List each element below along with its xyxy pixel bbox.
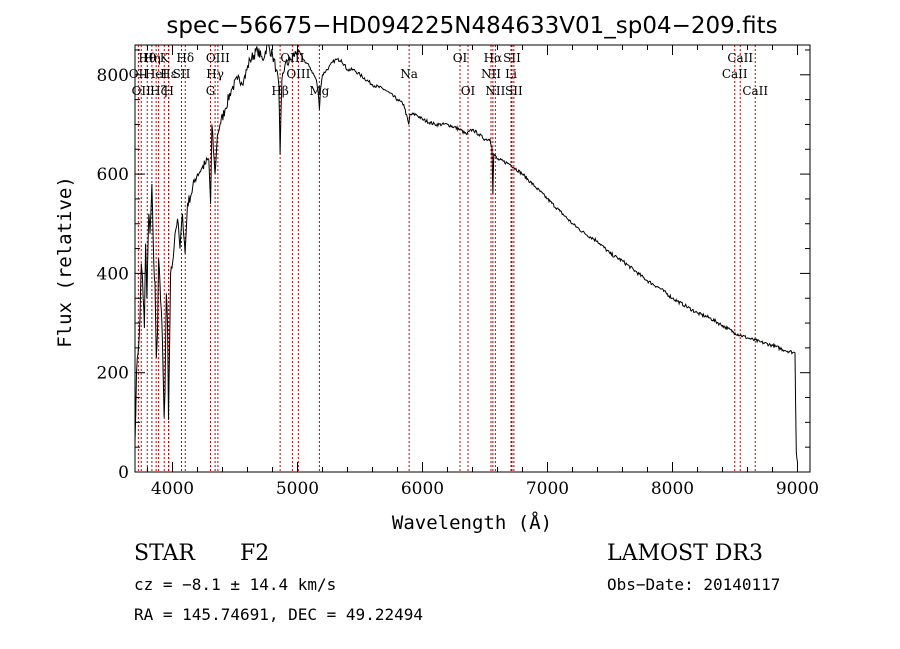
line-label: H	[164, 84, 174, 98]
y-tick-label: 800	[97, 66, 129, 86]
line-label: Hε	[160, 67, 177, 81]
spectral-line-labels: OIIOIIHθHηHeIHζKHεHSIIHδGHγOIIIHβOIIIOII…	[129, 51, 769, 98]
line-label: Hβ	[271, 84, 288, 98]
line-label: OIII	[286, 67, 310, 81]
y-tick-label: 200	[97, 364, 129, 384]
line-label: Hθ	[138, 51, 156, 65]
line-label: Mg	[309, 84, 329, 98]
line-label: OI	[461, 84, 476, 98]
redshift-velocity: cz = −8.1 ± 14.4 km/s	[134, 575, 336, 594]
line-label: CaII	[722, 67, 748, 81]
y-tick-label: 0	[118, 463, 129, 483]
line-label: Li	[505, 67, 517, 81]
line-label: G	[206, 84, 216, 98]
object-class: STAR	[134, 541, 196, 566]
x-tick-label: 7000	[526, 479, 569, 499]
line-label: Hδ	[176, 51, 194, 65]
line-label: OI	[453, 51, 468, 65]
line-label: CaII	[727, 51, 753, 65]
observation-date: Obs−Date: 20140117	[607, 575, 780, 594]
x-tick-label: 4000	[151, 479, 194, 499]
line-label: Hζ	[150, 84, 167, 98]
x-tick-label: 5000	[276, 479, 319, 499]
y-axis-ticks: 0 200 400 600 800	[97, 49, 810, 483]
line-label: OIII	[206, 51, 230, 65]
line-label: Hη	[143, 51, 161, 65]
x-tick-label: 9000	[776, 479, 819, 499]
line-label: Hα	[484, 51, 503, 65]
y-tick-label: 600	[97, 165, 129, 185]
ra-dec-coordinates: RA = 145.74691, DEC = 49.22494	[134, 605, 423, 624]
y-axis-label: Flux (relative)	[54, 176, 76, 348]
line-label: Hγ	[206, 67, 224, 81]
line-label: Na	[400, 67, 418, 81]
line-label: SII	[173, 67, 191, 81]
object-subclass: F2	[240, 541, 269, 566]
x-axis-label: Wavelength (Å)	[392, 511, 552, 534]
line-label: HeI	[145, 67, 168, 81]
line-label: OII	[132, 84, 152, 98]
x-tick-label: 6000	[401, 479, 444, 499]
line-label: NII	[485, 84, 505, 98]
line-label: CaII	[742, 84, 768, 98]
x-tick-label: 8000	[651, 479, 694, 499]
line-label: OII	[129, 67, 149, 81]
survey-name: LAMOST DR3	[607, 541, 763, 566]
line-label: SII	[503, 51, 521, 65]
spectral-line-markers	[137, 45, 756, 472]
line-label: SII	[505, 84, 523, 98]
y-tick-label: 400	[97, 264, 129, 284]
x-axis-ticks: 4000 5000 6000 7000 8000 9000	[147, 45, 819, 499]
line-label: NII	[481, 67, 501, 81]
spectrum-line	[134, 44, 798, 463]
line-label: K	[160, 51, 170, 65]
plot-frame	[134, 44, 811, 473]
chart-title: spec−56675−HD094225N484633V01_sp04−209.f…	[166, 13, 777, 39]
